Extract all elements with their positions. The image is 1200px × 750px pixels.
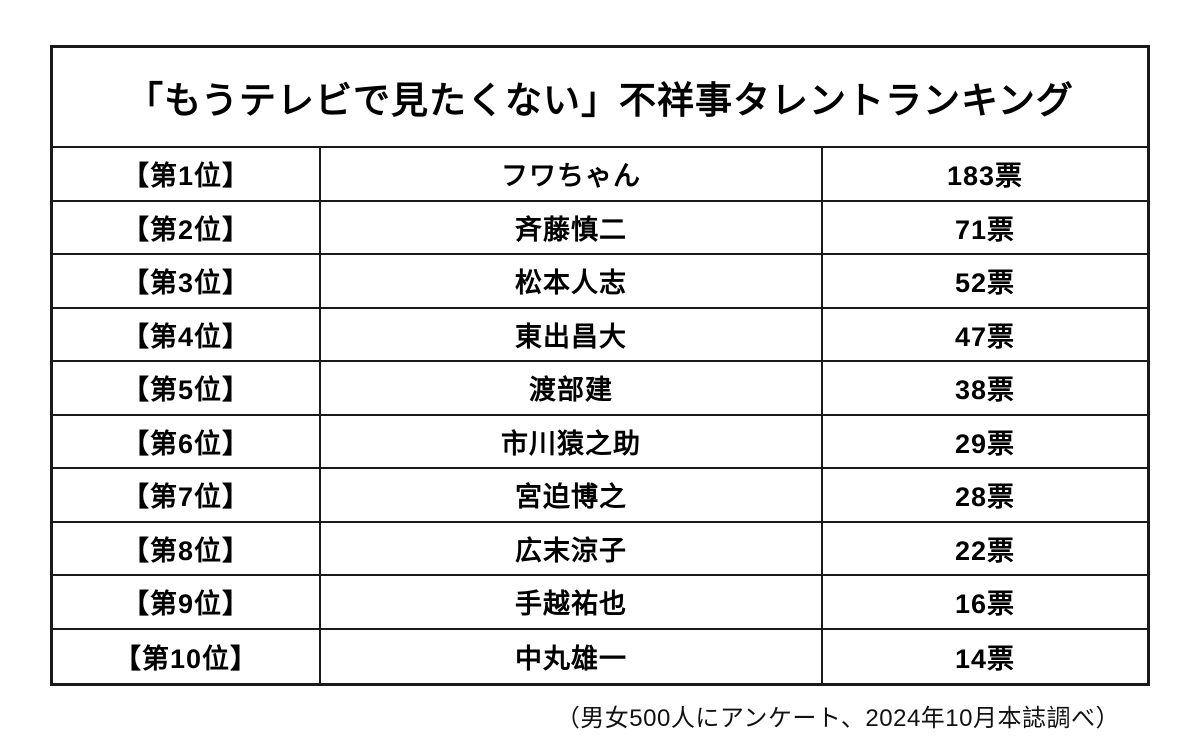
rank-cell: 【第8位】 <box>53 522 321 574</box>
table-row: 【第6位】 市川猿之助 29票 <box>53 415 1147 469</box>
votes-cell: 28票 <box>954 482 1016 513</box>
votes-cell: 38票 <box>954 375 1016 406</box>
name-cell: 中丸雄一 <box>321 629 823 683</box>
rank-cell: 【第9位】 <box>53 576 321 628</box>
votes-cell: 22票 <box>954 535 1016 566</box>
name-cell: 斉藤慎二 <box>321 201 823 253</box>
rank-cell: 【第10位】 <box>53 629 321 683</box>
rank-cell: 【第3位】 <box>53 255 321 307</box>
table-body: 【第1位】 フワちゃん 183票 【第2位】 斉藤慎二 71票 【第3位】 松本人志 52票 【第… <box>53 148 1147 683</box>
rank-cell: 【第2位】 <box>53 201 321 253</box>
table-row: 【第5位】 渡部建 38票 <box>53 362 1147 416</box>
table-row: 【第10位】 中丸雄一 14票 <box>53 629 1147 683</box>
votes-cell: 29票 <box>954 428 1016 459</box>
rank-cell: 【第6位】 <box>53 415 321 467</box>
votes-cell: 47票 <box>954 321 1016 352</box>
name-cell: フワちゃん <box>321 148 823 200</box>
table-row: 【第4位】 東出昌大 47票 <box>53 308 1147 362</box>
name-cell: 手越祐也 <box>321 576 823 628</box>
table-row: 【第2位】 斉藤慎二 71票 <box>53 201 1147 255</box>
votes-cell: 14票 <box>954 643 1016 674</box>
table-row: 【第1位】 フワちゃん 183票 <box>53 148 1147 202</box>
rank-cell: 【第4位】 <box>53 308 321 360</box>
survey-note: （男女500人にアンケート、2024年10月本誌調べ） <box>555 705 1120 732</box>
table-row: 【第8位】 広末涼子 22票 <box>53 522 1147 576</box>
votes-cell: 16票 <box>954 589 1016 620</box>
name-cell: 宮迫博之 <box>321 469 823 521</box>
votes-cell: 52票 <box>954 268 1016 299</box>
name-cell: 市川猿之助 <box>321 415 823 467</box>
table-row: 【第9位】 手越祐也 16票 <box>53 576 1147 630</box>
name-cell: 東出昌大 <box>321 308 823 360</box>
table-title: 「もうテレビで見たくない」不祥事タレントランキング <box>53 48 1147 148</box>
name-cell: 渡部建 <box>321 362 823 414</box>
rank-cell: 【第5位】 <box>53 362 321 414</box>
table-row: 【第3位】 松本人志 52票 <box>53 255 1147 309</box>
name-cell: 広末涼子 <box>321 522 823 574</box>
votes-cell: 183票 <box>946 161 1024 192</box>
rank-cell: 【第1位】 <box>53 148 321 200</box>
rank-cell: 【第7位】 <box>53 469 321 521</box>
votes-cell: 71票 <box>954 214 1016 245</box>
name-cell: 松本人志 <box>321 255 823 307</box>
table-row: 【第7位】 宮迫博之 28票 <box>53 469 1147 523</box>
ranking-table: 「もうテレビで見たくない」不祥事タレントランキング 【第1位】 フワちゃん 183票… <box>50 45 1150 686</box>
